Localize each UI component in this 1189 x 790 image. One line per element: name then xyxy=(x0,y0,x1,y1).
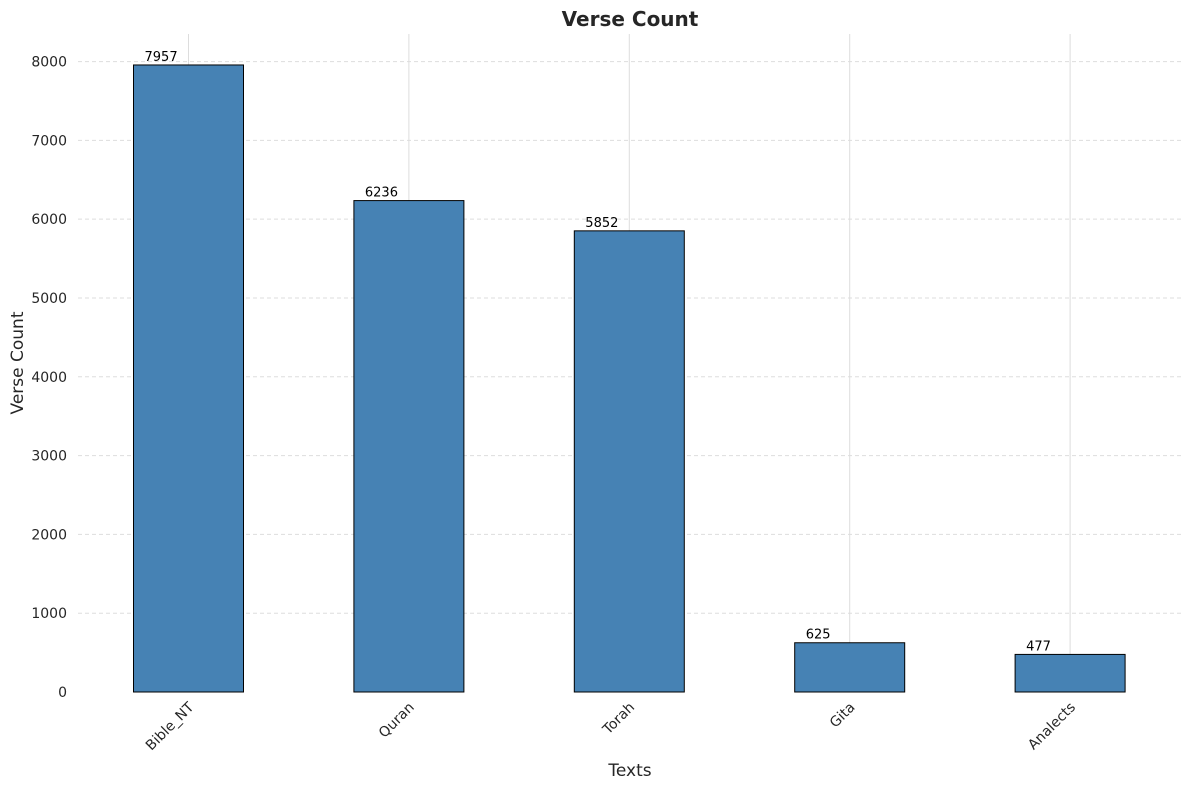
data-label: 625 xyxy=(806,628,831,643)
x-tick-label: Analects xyxy=(1025,700,1079,754)
bar-analects xyxy=(1014,653,1126,693)
x-tick-label: Torah xyxy=(599,700,638,739)
data-label: 5852 xyxy=(585,216,618,231)
bars xyxy=(133,64,1126,693)
y-tick-label: 8000 xyxy=(31,55,67,71)
data-labels: 7957 6236 5852 625 477 xyxy=(145,50,1051,654)
y-tick-label: 7000 xyxy=(31,133,67,149)
data-label: 477 xyxy=(1026,639,1051,654)
bar-torah xyxy=(573,230,685,693)
bar-gita xyxy=(794,642,906,693)
y-tick-label: 1000 xyxy=(31,606,67,622)
data-label: 6236 xyxy=(365,186,398,201)
chart-title: Verse Count xyxy=(562,7,699,31)
x-axis-ticks: Bible_NT Quran Torah Gita Analects xyxy=(143,699,1079,754)
y-tick-label: 3000 xyxy=(31,449,67,465)
x-tick-label: Gita xyxy=(827,700,859,732)
x-tick-label: Quran xyxy=(376,700,418,742)
bar-quran xyxy=(353,200,465,693)
y-tick-label: 5000 xyxy=(31,291,67,307)
x-axis-title: Texts xyxy=(607,761,651,781)
y-tick-label: 2000 xyxy=(31,527,67,543)
y-axis-title: Verse Count xyxy=(8,311,28,414)
y-tick-label: 4000 xyxy=(31,370,67,386)
y-axis-ticks: 0 1000 2000 3000 4000 5000 6000 7000 8000 xyxy=(31,55,67,701)
y-tick-label: 0 xyxy=(58,685,67,701)
y-tick-label: 6000 xyxy=(31,212,67,228)
data-label: 7957 xyxy=(145,50,178,65)
bar-bible-nt xyxy=(133,64,244,693)
x-tick-label: Bible_NT xyxy=(143,699,198,754)
